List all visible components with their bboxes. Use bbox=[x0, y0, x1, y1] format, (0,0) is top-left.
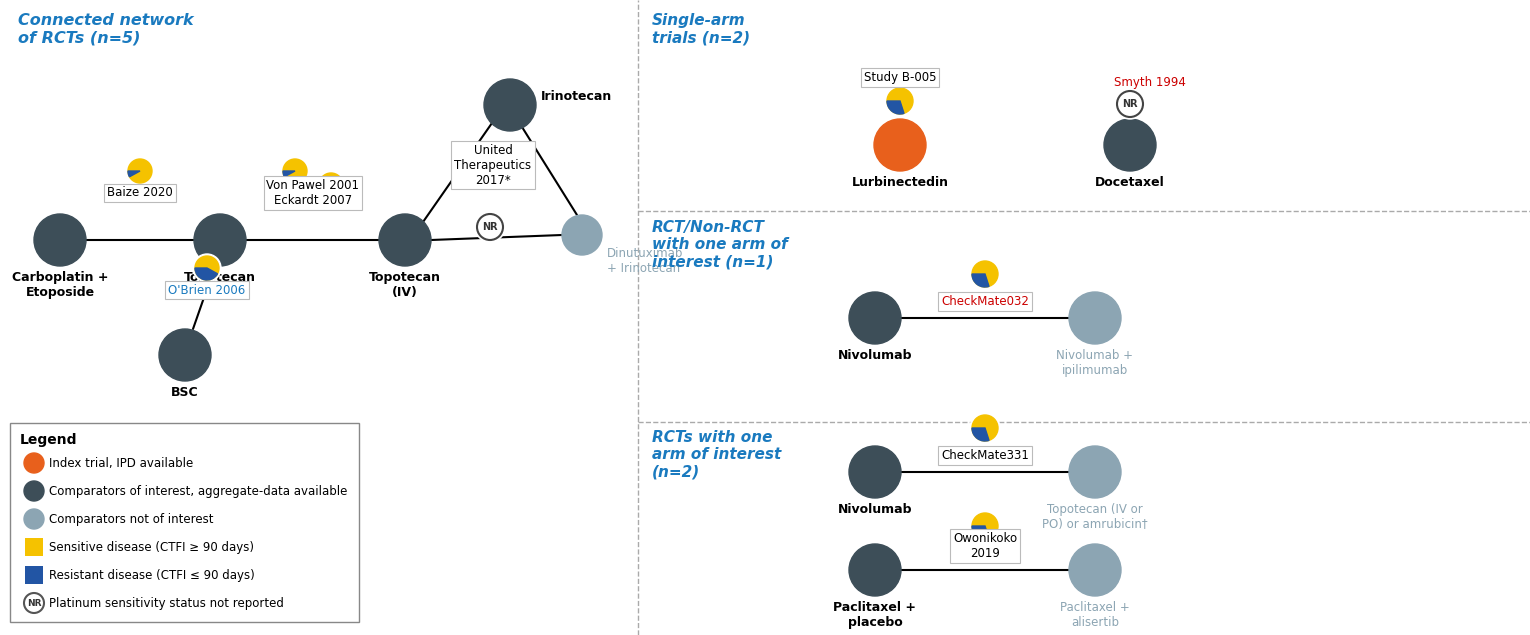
Text: Topotecan
(IV): Topotecan (IV) bbox=[369, 271, 441, 299]
Circle shape bbox=[379, 214, 431, 266]
Text: Comparators not of interest: Comparators not of interest bbox=[49, 512, 214, 526]
Text: Study B-005: Study B-005 bbox=[864, 71, 936, 84]
Text: Owonikoko
2019: Owonikoko 2019 bbox=[953, 532, 1017, 560]
Circle shape bbox=[884, 86, 915, 116]
Text: Legend: Legend bbox=[20, 433, 78, 447]
Circle shape bbox=[282, 157, 309, 185]
Text: CheckMate331: CheckMate331 bbox=[941, 449, 1030, 462]
FancyBboxPatch shape bbox=[24, 538, 43, 556]
Text: Nivolumab +
ipilimumab: Nivolumab + ipilimumab bbox=[1057, 349, 1134, 377]
Wedge shape bbox=[972, 526, 988, 539]
Circle shape bbox=[483, 79, 536, 131]
Circle shape bbox=[972, 415, 998, 441]
Text: Resistant disease (CTFI ≤ 90 days): Resistant disease (CTFI ≤ 90 days) bbox=[49, 568, 256, 582]
Text: Docetaxel: Docetaxel bbox=[1095, 176, 1164, 189]
Text: Lurbinectedin: Lurbinectedin bbox=[852, 176, 949, 189]
Circle shape bbox=[874, 119, 926, 171]
Wedge shape bbox=[129, 171, 141, 177]
Wedge shape bbox=[972, 274, 988, 287]
Circle shape bbox=[283, 159, 308, 183]
Text: Von Pawel 2001
Eckardt 2007: Von Pawel 2001 Eckardt 2007 bbox=[266, 179, 360, 207]
Circle shape bbox=[1069, 292, 1121, 344]
FancyBboxPatch shape bbox=[24, 566, 43, 584]
Circle shape bbox=[887, 88, 913, 114]
Circle shape bbox=[24, 509, 44, 529]
Text: Baize 2020: Baize 2020 bbox=[107, 187, 173, 199]
Circle shape bbox=[193, 254, 220, 282]
Text: Dinutuximab
+ Irinotecan: Dinutuximab + Irinotecan bbox=[607, 247, 684, 275]
Circle shape bbox=[477, 214, 503, 240]
Circle shape bbox=[1105, 119, 1157, 171]
Wedge shape bbox=[194, 268, 217, 280]
Text: Irinotecan: Irinotecan bbox=[542, 91, 612, 104]
Circle shape bbox=[474, 212, 505, 242]
Circle shape bbox=[125, 157, 155, 185]
Circle shape bbox=[194, 214, 246, 266]
Text: Nivolumab: Nivolumab bbox=[838, 349, 912, 362]
Text: Index trial, IPD available: Index trial, IPD available bbox=[49, 457, 193, 469]
Circle shape bbox=[159, 329, 211, 381]
Text: Connected network
of RCTs (n=5): Connected network of RCTs (n=5) bbox=[18, 13, 194, 45]
Circle shape bbox=[970, 511, 1001, 541]
Circle shape bbox=[24, 593, 44, 613]
Text: O'Brien 2006: O'Brien 2006 bbox=[168, 283, 246, 297]
Text: Sensitive disease (CTFI ≥ 90 days): Sensitive disease (CTFI ≥ 90 days) bbox=[49, 540, 254, 554]
Wedge shape bbox=[318, 185, 330, 196]
Text: Smyth 1994: Smyth 1994 bbox=[1114, 76, 1186, 89]
Circle shape bbox=[849, 544, 901, 596]
Circle shape bbox=[317, 171, 344, 199]
Circle shape bbox=[970, 413, 1001, 443]
Circle shape bbox=[194, 256, 219, 280]
Text: Comparators of interest, aggregate-data available: Comparators of interest, aggregate-data … bbox=[49, 485, 347, 497]
FancyBboxPatch shape bbox=[11, 423, 360, 622]
Circle shape bbox=[849, 446, 901, 498]
Text: Nivolumab: Nivolumab bbox=[838, 503, 912, 516]
Text: BSC: BSC bbox=[171, 386, 199, 399]
Text: NR: NR bbox=[1121, 99, 1138, 109]
Circle shape bbox=[318, 173, 343, 197]
Text: Paclitaxel +
alisertib: Paclitaxel + alisertib bbox=[1060, 601, 1129, 629]
Circle shape bbox=[972, 261, 998, 287]
Circle shape bbox=[34, 214, 86, 266]
Circle shape bbox=[1069, 446, 1121, 498]
Text: RCT/Non-RCT
with one arm of
interest (n=1): RCT/Non-RCT with one arm of interest (n=… bbox=[652, 220, 788, 270]
Text: CheckMate032: CheckMate032 bbox=[941, 295, 1030, 308]
Text: Topotecan (IV or
PO) or amrubicin†: Topotecan (IV or PO) or amrubicin† bbox=[1042, 503, 1148, 531]
Text: Single-arm
trials (n=2): Single-arm trials (n=2) bbox=[652, 13, 750, 45]
Text: Carboplatin +
Etoposide: Carboplatin + Etoposide bbox=[12, 271, 109, 299]
Text: NR: NR bbox=[482, 222, 497, 232]
Text: Platinum sensitivity status not reported: Platinum sensitivity status not reported bbox=[49, 596, 285, 610]
Wedge shape bbox=[887, 101, 904, 114]
Text: NR: NR bbox=[26, 599, 41, 608]
Circle shape bbox=[562, 215, 601, 255]
Text: Paclitaxel +
placebo: Paclitaxel + placebo bbox=[834, 601, 916, 629]
Circle shape bbox=[24, 453, 44, 473]
Circle shape bbox=[972, 513, 998, 539]
Text: RCTs with one
arm of interest
(n=2): RCTs with one arm of interest (n=2) bbox=[652, 430, 782, 480]
Wedge shape bbox=[972, 428, 988, 441]
Circle shape bbox=[970, 259, 1001, 289]
Circle shape bbox=[849, 292, 901, 344]
Wedge shape bbox=[283, 171, 295, 177]
Text: Topotecan
(PO): Topotecan (PO) bbox=[184, 271, 256, 299]
Circle shape bbox=[1115, 89, 1144, 119]
Circle shape bbox=[1069, 544, 1121, 596]
Circle shape bbox=[24, 481, 44, 501]
Circle shape bbox=[1117, 91, 1143, 117]
Text: United
Therapeutics
2017*: United Therapeutics 2017* bbox=[454, 144, 531, 187]
Circle shape bbox=[129, 159, 151, 183]
